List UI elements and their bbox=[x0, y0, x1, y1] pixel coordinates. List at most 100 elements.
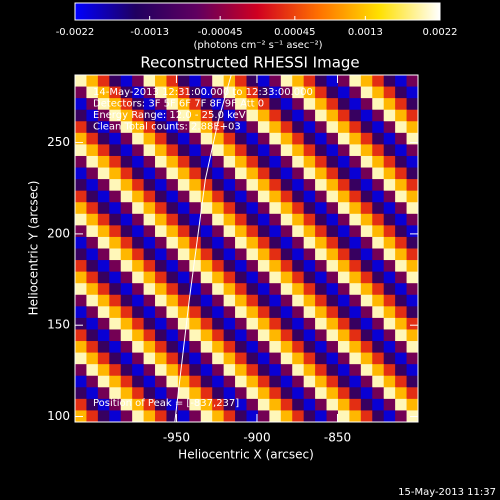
heatmap-cell bbox=[383, 248, 396, 261]
heatmap-cell bbox=[280, 132, 293, 145]
heatmap-cell bbox=[383, 364, 396, 377]
heatmap-cell bbox=[143, 75, 156, 87]
y-tick-label: 150 bbox=[47, 318, 70, 332]
heatmap-cell bbox=[132, 329, 144, 342]
heatmap-cell bbox=[246, 341, 259, 353]
heatmap-cell bbox=[177, 236, 190, 249]
heatmap-cell bbox=[292, 86, 305, 99]
heatmap-cell bbox=[155, 213, 167, 226]
heatmap-cell bbox=[143, 410, 156, 423]
heatmap-cell bbox=[383, 294, 396, 307]
heatmap-cell bbox=[246, 109, 259, 122]
heatmap-cell bbox=[257, 236, 270, 249]
heatmap-cell bbox=[155, 121, 167, 134]
heatmap-cell bbox=[326, 387, 339, 400]
heatmap-cell bbox=[349, 121, 362, 134]
y-axis-label: Heliocentric Y (arcsec) bbox=[27, 181, 41, 316]
heatmap-cell bbox=[337, 271, 350, 284]
heatmap-cell bbox=[132, 352, 144, 365]
heatmap-cell bbox=[155, 75, 167, 87]
heatmap-cell bbox=[109, 352, 122, 365]
heatmap-cell bbox=[120, 236, 133, 249]
heatmap-cell bbox=[235, 75, 247, 87]
heatmap-cell bbox=[223, 121, 236, 134]
heatmap-cell bbox=[292, 283, 305, 296]
heatmap-cell bbox=[372, 410, 385, 423]
heatmap-cell bbox=[303, 190, 316, 203]
heatmap-cell bbox=[372, 317, 385, 330]
heatmap-cell bbox=[109, 132, 122, 145]
heatmap-cell bbox=[292, 202, 305, 215]
heatmap-cell bbox=[383, 341, 396, 353]
heatmap-cell bbox=[177, 375, 190, 388]
heatmap-cell bbox=[97, 375, 110, 388]
heatmap-cell bbox=[280, 410, 293, 423]
heatmap-cell bbox=[177, 294, 190, 307]
heatmap-cell bbox=[143, 98, 156, 111]
heatmap-cell bbox=[395, 271, 407, 284]
heatmap-cell bbox=[383, 236, 396, 249]
heatmap-cell bbox=[223, 260, 236, 273]
heatmap-cell bbox=[349, 236, 362, 249]
heatmap-cell bbox=[315, 121, 327, 134]
heatmap-cell bbox=[269, 329, 282, 342]
heatmap-cell bbox=[166, 306, 179, 319]
colorbar-tick-label: -0.00045 bbox=[198, 27, 243, 38]
heatmap-cell bbox=[257, 225, 270, 238]
heatmap-cell bbox=[120, 144, 133, 157]
heatmap-cell bbox=[406, 109, 419, 122]
heatmap-cell bbox=[109, 341, 122, 353]
heatmap-cell bbox=[360, 306, 373, 319]
heatmap-cell bbox=[132, 283, 144, 296]
heatmap-cell bbox=[189, 86, 202, 99]
heatmap-cell bbox=[97, 225, 110, 238]
heatmap-cell bbox=[315, 410, 327, 423]
heatmap-cell bbox=[189, 155, 202, 168]
heatmap-cell bbox=[292, 144, 305, 157]
heatmap-cell bbox=[246, 190, 259, 203]
heatmap-cell bbox=[97, 398, 110, 411]
heatmap-cell bbox=[223, 236, 236, 249]
heatmap-cell bbox=[315, 86, 327, 99]
heatmap-cell bbox=[155, 236, 167, 249]
heatmap-cell bbox=[132, 75, 144, 87]
heatmap-cell bbox=[177, 132, 190, 145]
heatmap-cell bbox=[360, 144, 373, 157]
heatmap-cell bbox=[326, 236, 339, 249]
heatmap-cell bbox=[97, 294, 110, 307]
heatmap-cell bbox=[97, 98, 110, 111]
heatmap-cell bbox=[269, 179, 282, 192]
heatmap-cell bbox=[257, 364, 270, 377]
heatmap-cell bbox=[120, 213, 133, 226]
heatmap-cell bbox=[223, 398, 236, 411]
heatmap-cell bbox=[189, 352, 202, 365]
heatmap-cell bbox=[200, 248, 213, 261]
heatmap-cell bbox=[315, 144, 327, 157]
heatmap-cell bbox=[269, 398, 282, 411]
heatmap-cell bbox=[75, 202, 87, 215]
heatmap-cell bbox=[75, 190, 87, 203]
heatmap-cell bbox=[360, 167, 373, 180]
heatmap-cell bbox=[315, 236, 327, 249]
heatmap-cell bbox=[223, 144, 236, 157]
heatmap-cell bbox=[132, 375, 144, 388]
heatmap-cell bbox=[143, 144, 156, 157]
heatmap-cell bbox=[372, 236, 385, 249]
heatmap-cell bbox=[395, 398, 407, 411]
heatmap-cell bbox=[166, 121, 179, 134]
heatmap-cell bbox=[86, 109, 99, 122]
heatmap-cell bbox=[315, 398, 327, 411]
heatmap-cell bbox=[235, 109, 247, 122]
heatmap-cell bbox=[303, 167, 316, 180]
heatmap-cell bbox=[166, 155, 179, 168]
heatmap-cell bbox=[269, 202, 282, 215]
heatmap-cell bbox=[383, 225, 396, 238]
heatmap-cell bbox=[395, 190, 407, 203]
heatmap-cell bbox=[120, 375, 133, 388]
heatmap-cell bbox=[372, 306, 385, 319]
heatmap-cell bbox=[212, 167, 225, 180]
heatmap-cell bbox=[212, 283, 225, 296]
heatmap-cell bbox=[86, 132, 99, 145]
heatmap-cell bbox=[223, 248, 236, 261]
